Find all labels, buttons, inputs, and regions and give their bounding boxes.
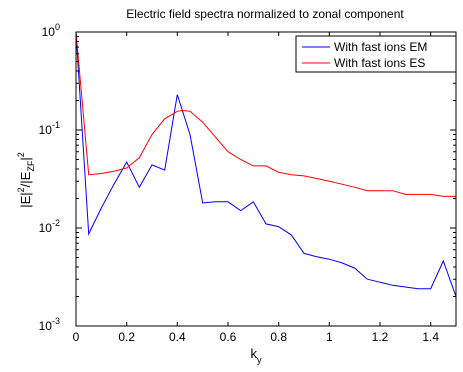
legend-label-es: With fast ions ES [334,56,425,70]
x-axis-label-subscript: y [257,355,262,365]
y-axis-label-base2: | [18,157,33,160]
chart-title: Electric field spectra normalized to zon… [126,7,404,21]
tick-labels: 0 0.2 0.4 0.6 0.8 1 1.2 1.4 100 10-1 10-2 10-3 [39,22,440,344]
y-axis-label: |E|2/|EZF|2 [16,152,36,208]
x-axis-label: ky [251,346,263,365]
x-tick-label: 0.8 [270,330,287,344]
axes-box [75,31,457,327]
y-tick-label: 10-3 [39,316,60,333]
legend: With fast ions EM With fast ions ES [295,35,457,73]
y-tick-label: 10-1 [39,120,60,137]
x-tick-label: 1 [326,330,333,344]
x-axis-label-main: k [251,346,258,361]
y-tick-label: 100 [42,22,60,39]
x-tick-label: 0 [73,330,80,344]
series-group [76,32,456,297]
axes [75,31,457,327]
series-line-es [76,32,456,197]
legend-label-em: With fast ions EM [334,40,427,54]
x-tick-label: 1.4 [422,330,439,344]
y-axis-label-sup2: 2 [16,152,26,157]
y-axis-label-sup1: 2 [16,187,26,192]
series-line-em [76,32,456,297]
x-tick-label: 0.4 [169,330,186,344]
x-tick-label: 0.2 [118,330,135,344]
x-tick-label: 1.2 [372,330,389,344]
y-axis-label-base1: |E| [18,192,33,207]
x-tick-label: 0.6 [220,330,237,344]
y-tick-label: 10-2 [39,218,60,235]
legend-box [295,35,457,73]
plot-area [76,32,456,297]
y-axis-label-subscript: ZF [26,160,36,171]
y-axis-label-mid: /|E [18,171,33,187]
